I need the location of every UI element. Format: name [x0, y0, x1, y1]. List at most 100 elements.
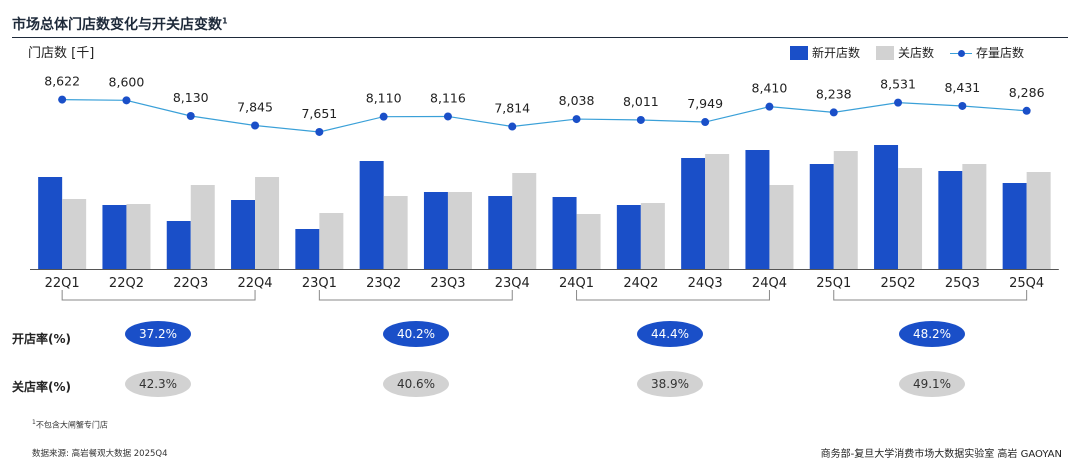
bar-closed-22Q2	[126, 204, 151, 269]
x-tick-25Q3: 25Q3	[945, 276, 980, 291]
total-label-23Q1: 7,651	[301, 106, 337, 121]
legend-new-label: 新开店数	[812, 46, 861, 60]
x-tick-22Q3: 22Q3	[173, 276, 208, 291]
legend-closed-swatch	[876, 45, 895, 60]
bar-new-22Q3	[166, 221, 191, 269]
bar-new-24Q3	[681, 158, 706, 269]
total-label-24Q2: 8,011	[623, 94, 659, 109]
total-label-22Q1: 8,622	[44, 74, 80, 89]
bar-new-24Q4	[745, 150, 770, 269]
bar-closed-22Q3	[190, 185, 215, 269]
x-tick-22Q1: 22Q1	[45, 276, 80, 291]
total-point-25Q4	[1022, 106, 1031, 115]
bar-new-25Q2	[874, 145, 899, 269]
x-tick-22Q4: 22Q4	[238, 276, 273, 291]
close-rate-2024: 38.9%	[637, 371, 703, 397]
legend-new-stores: 新开店数	[790, 44, 860, 61]
bar-new-23Q2	[359, 161, 384, 269]
bar-new-25Q4	[1002, 183, 1027, 269]
chart-title: 市场总体门店数变化与开关店变数1	[12, 16, 228, 33]
total-label-25Q2: 8,531	[880, 77, 916, 92]
x-tick-22Q2: 22Q2	[109, 276, 144, 291]
x-tick-24Q1: 24Q1	[559, 276, 594, 291]
open-rate-label: 开店率(%)	[12, 332, 71, 346]
legend-total-marker	[950, 46, 973, 60]
credit: 商务部-复旦大学消费市场大数据实验室 高岩 GAOYAN	[820, 449, 1062, 460]
open-rate-2022: 37.2%	[125, 321, 191, 347]
bar-new-24Q2	[616, 205, 641, 269]
year-bracket-2024	[576, 290, 770, 301]
total-point-23Q2	[379, 112, 388, 121]
open-rate-2023: 40.2%	[383, 321, 449, 347]
total-stores-line	[62, 99, 1027, 133]
total-point-22Q1	[58, 95, 67, 104]
total-label-23Q4: 7,814	[494, 101, 530, 116]
bar-new-25Q3	[938, 171, 963, 269]
bar-new-25Q1	[809, 164, 834, 269]
title-divider	[12, 37, 1068, 38]
total-label-24Q3: 7,949	[687, 96, 723, 111]
bar-closed-23Q4	[512, 173, 537, 269]
bar-new-23Q4	[488, 196, 513, 269]
total-point-23Q3	[443, 112, 452, 121]
footnote: 1不包含大闸蟹专门店	[32, 419, 108, 430]
total-label-22Q4: 7,845	[237, 100, 273, 115]
bar-closed-23Q3	[447, 192, 472, 269]
total-label-24Q1: 8,038	[559, 93, 595, 108]
bar-closed-25Q3	[962, 164, 987, 269]
year-bracket-2022	[61, 290, 256, 301]
total-point-25Q2	[894, 98, 903, 107]
year-bracket-2023	[318, 290, 513, 301]
x-tick-23Q1: 23Q1	[302, 276, 337, 291]
x-tick-25Q1: 25Q1	[816, 276, 851, 291]
bar-new-23Q1	[295, 229, 320, 269]
legend-total-label: 存量店数	[976, 46, 1025, 60]
legend: 新开店数 关店数 存量店数	[790, 44, 1040, 61]
bar-closed-23Q2	[383, 196, 408, 269]
bar-closed-25Q1	[833, 151, 858, 269]
close-rate-2025: 49.1%	[899, 371, 965, 397]
total-point-25Q3	[958, 101, 967, 110]
legend-closed-label: 关店数	[898, 46, 935, 60]
x-tick-23Q2: 23Q2	[366, 276, 401, 291]
total-point-22Q4	[251, 121, 260, 130]
total-point-22Q3	[186, 112, 195, 120]
x-tick-25Q2: 25Q2	[881, 276, 916, 291]
total-point-25Q1	[829, 108, 838, 117]
close-rate-2022: 42.3%	[125, 371, 191, 397]
bar-closed-24Q2	[640, 203, 665, 269]
x-tick-24Q2: 24Q2	[623, 276, 658, 291]
x-tick-23Q3: 23Q3	[430, 276, 465, 291]
bar-closed-23Q1	[319, 213, 344, 269]
total-point-24Q4	[765, 102, 774, 111]
x-tick-24Q3: 24Q3	[688, 276, 723, 291]
total-label-23Q3: 8,116	[430, 90, 466, 105]
close-rate-label: 关店率(%)	[12, 380, 71, 394]
bar-closed-24Q4	[769, 185, 794, 269]
bar-closed-22Q1	[62, 199, 87, 269]
total-label-23Q2: 8,110	[366, 91, 402, 106]
bar-new-22Q4	[231, 200, 256, 269]
total-label-25Q3: 8,431	[944, 80, 980, 95]
total-point-24Q1	[572, 115, 581, 124]
bar-new-22Q1	[38, 177, 63, 269]
bar-new-22Q2	[102, 205, 127, 269]
total-point-24Q2	[636, 115, 645, 124]
x-tick-23Q4: 23Q4	[495, 276, 530, 291]
bar-closed-24Q1	[576, 214, 601, 269]
legend-closed-stores: 关店数	[876, 44, 934, 61]
x-tick-24Q4: 24Q4	[752, 276, 787, 291]
total-point-22Q2	[122, 96, 131, 105]
total-label-24Q4: 8,410	[752, 81, 788, 96]
bar-new-24Q1	[552, 197, 577, 269]
bar-closed-22Q4	[255, 177, 280, 269]
y-axis-label: 门店数 [千]	[28, 46, 95, 61]
year-bracket-2025	[833, 290, 1028, 301]
bar-closed-24Q3	[705, 154, 730, 269]
total-label-25Q4: 8,286	[1009, 85, 1045, 100]
open-rate-2024: 44.4%	[637, 321, 703, 347]
bar-closed-25Q4	[1026, 172, 1051, 269]
open-rate-2025: 48.2%	[899, 321, 965, 347]
legend-total-stores: 存量店数	[950, 44, 1024, 61]
